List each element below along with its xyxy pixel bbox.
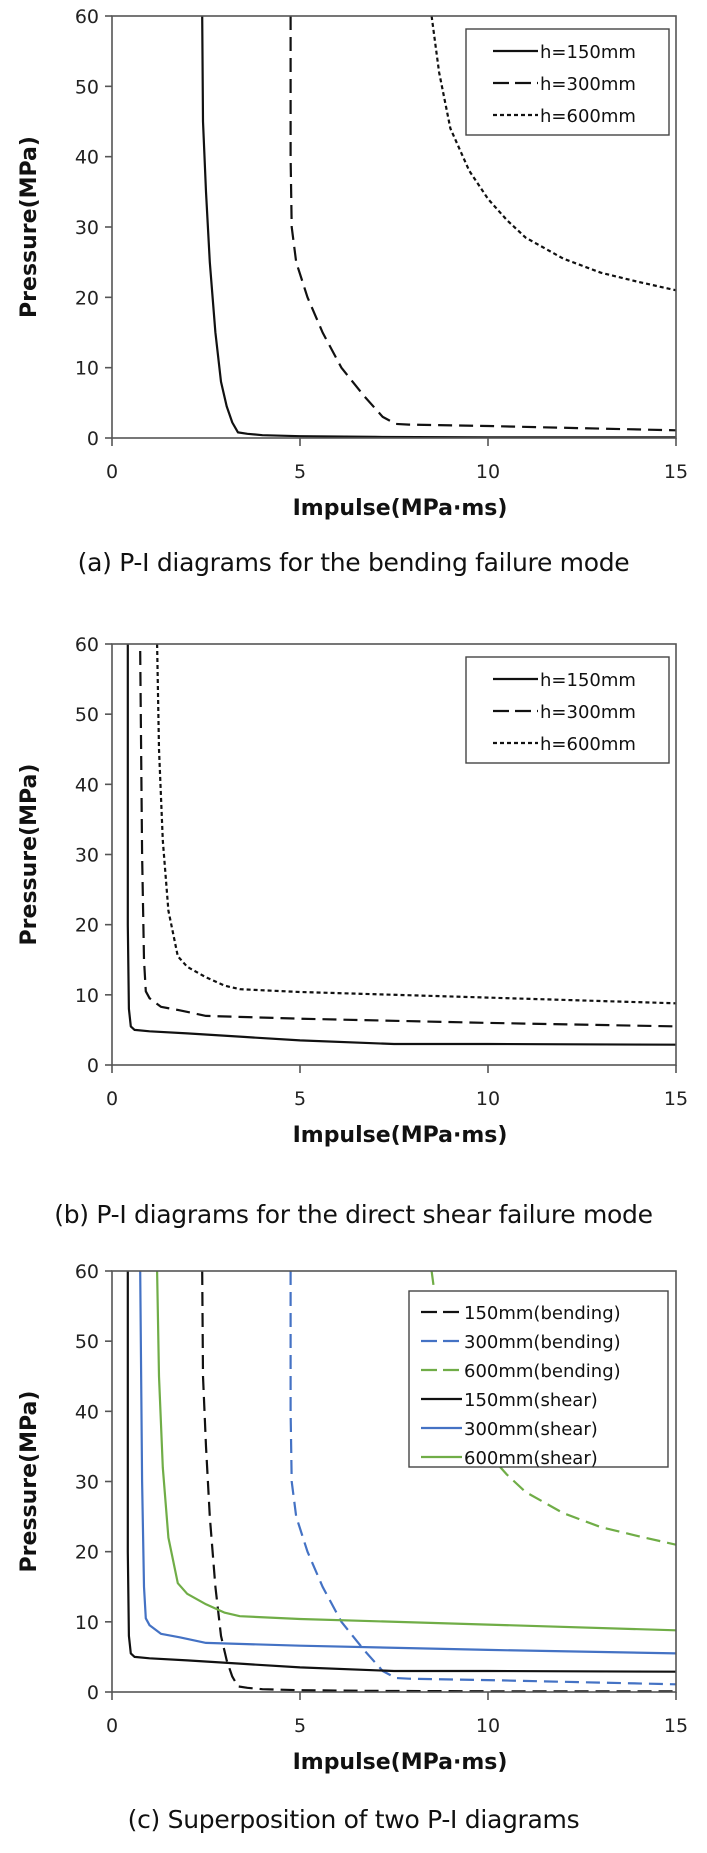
series-line — [156, 644, 676, 1005]
legend-label: h=600mm — [540, 106, 636, 127]
x-tick-label: 10 — [476, 1715, 500, 1737]
legend-label: 300mm(bending) — [464, 1332, 621, 1353]
x-tick-label: 0 — [106, 461, 118, 483]
y-axis-title: Pressure(MPa) — [17, 764, 42, 946]
y-tick-label: 0 — [87, 1682, 99, 1704]
x-tick-label: 10 — [476, 1088, 500, 1110]
caption-c: (c) Superposition of two P-I diagrams — [127, 1805, 580, 1834]
y-tick-label: 20 — [75, 287, 99, 309]
legend-label: h=150mm — [540, 670, 636, 691]
chart-c: 0 10 20 30 40 50 60 0 5 10 15 Impulse(MPa·ms) Pressu… — [17, 1261, 688, 1775]
legend-label: 600mm(bending) — [464, 1361, 621, 1382]
y-tick-label: 50 — [75, 1331, 99, 1353]
y-tick-label: 0 — [87, 1055, 99, 1077]
series-line — [289, 16, 676, 432]
legend: h=150mm h=300mm h=600mm — [465, 656, 670, 764]
series-line — [126, 1271, 676, 1673]
x-tick-label: 5 — [294, 1715, 306, 1737]
x-tick-label: 15 — [664, 461, 688, 483]
legend-label: 150mm(bending) — [464, 1303, 621, 1324]
chart-b: 0 10 20 30 40 50 60 0 5 10 15 Impulse(MPa·ms) Pressu… — [17, 634, 688, 1148]
y-tick-label: 50 — [75, 76, 99, 98]
y-axis-title: Pressure(MPa) — [17, 136, 42, 318]
legend: 150mm(bending) 300mm(bending) 600mm(bendin… — [408, 1290, 669, 1469]
y-tick-label: 30 — [75, 217, 99, 239]
y-tick-label: 50 — [75, 704, 99, 726]
y-tick-label: 60 — [75, 634, 99, 656]
x-axis-title: Impulse(MPa·ms) — [293, 1750, 508, 1775]
x-tick-label: 5 — [294, 461, 306, 483]
y-tick-label: 10 — [75, 985, 99, 1007]
legend-label: 150mm(shear) — [464, 1390, 598, 1411]
chart-a: 0 10 20 30 40 50 60 0 5 10 15 Impulse(MPa·ms) Pressu… — [17, 6, 688, 521]
x-tick-label: 10 — [476, 461, 500, 483]
x-tick-label: 0 — [106, 1715, 118, 1737]
caption-a: (a) P-I diagrams for the bending failure… — [77, 548, 630, 577]
legend: h=150mm h=300mm h=600mm — [465, 28, 670, 136]
series-line — [156, 1271, 676, 1632]
plot-area — [126, 644, 676, 1046]
y-axis-title: Pressure(MPa) — [17, 1391, 42, 1573]
y-tick-label: 30 — [75, 845, 99, 867]
legend-label: h=600mm — [540, 734, 636, 755]
y-tick-label: 0 — [87, 428, 99, 450]
series-line — [289, 1271, 676, 1686]
series-line — [126, 644, 676, 1046]
y-tick-label: 20 — [75, 1542, 99, 1564]
legend-label: 600mm(shear) — [464, 1448, 598, 1469]
x-axis-title: Impulse(MPa·ms) — [293, 1123, 508, 1148]
plot-area — [126, 1271, 676, 1692]
y-tick-label: 40 — [75, 1401, 99, 1423]
series-line — [139, 650, 676, 1028]
x-tick-label: 15 — [664, 1715, 688, 1737]
series-line — [201, 16, 676, 438]
legend-label: 300mm(shear) — [464, 1419, 598, 1440]
y-tick-label: 60 — [75, 1261, 99, 1283]
y-tick-label: 40 — [75, 774, 99, 796]
figure-panel-a: 0 10 20 30 40 50 60 0 5 10 15 Impulse(MPa·ms) Pressu… — [0, 0, 707, 600]
legend-label: h=300mm — [540, 74, 636, 95]
figure-panel-b: 0 10 20 30 40 50 60 0 5 10 15 Impulse(MPa·ms) Pressu… — [17, 634, 688, 1229]
legend-label: h=300mm — [540, 702, 636, 723]
y-tick-label: 60 — [75, 6, 99, 28]
x-tick-label: 5 — [294, 1088, 306, 1110]
y-tick-label: 40 — [75, 147, 99, 169]
series-line — [139, 1271, 676, 1655]
y-tick-label: 20 — [75, 915, 99, 937]
caption-b: (b) P-I diagrams for the direct shear fa… — [54, 1200, 653, 1229]
y-tick-label: 10 — [75, 358, 99, 380]
x-tick-label: 15 — [664, 1088, 688, 1110]
x-axis-title: Impulse(MPa·ms) — [293, 496, 508, 521]
plot-area — [201, 16, 676, 438]
y-tick-label: 10 — [75, 1612, 99, 1634]
y-tick-label: 30 — [75, 1472, 99, 1494]
series-line — [430, 16, 676, 292]
series-line — [201, 1271, 676, 1692]
x-tick-label: 0 — [106, 1088, 118, 1110]
legend-label: h=150mm — [540, 42, 636, 63]
